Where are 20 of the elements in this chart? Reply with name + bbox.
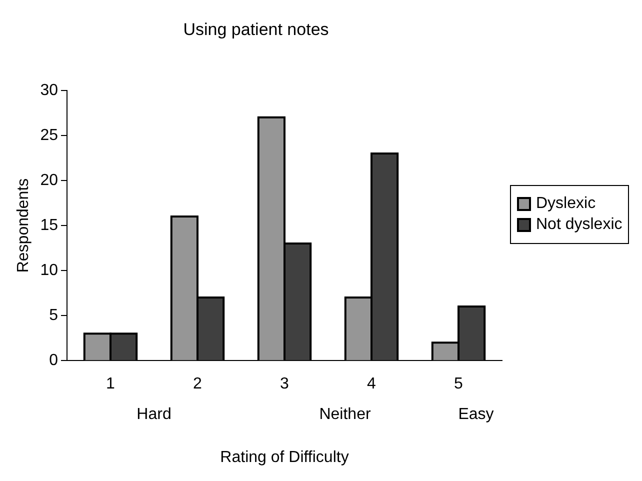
text: Neither [319,406,371,424]
y-tick-label: 0 [49,352,58,370]
y-axis-title: Respondents [15,178,32,273]
x-tick-label: 1 [106,376,116,393]
x-tick-label: 3 [280,376,290,393]
y-tick-label: 25 [40,126,58,144]
y-tick-label: 10 [40,262,58,279]
x-tick-label: 2 [193,376,202,393]
x-axis-title: Rating of Difficulty [220,448,349,466]
x-tick-label: 4 [367,376,376,393]
y-tick-label: 20 [40,172,58,189]
y-tick-label: 15 [40,216,58,234]
y-tick-label: 5 [49,306,58,324]
y-tick-label: 30 [40,82,58,99]
text: Easy [458,406,494,424]
legend-label: Not dyslexic [536,216,622,234]
legend-label: Dyslexic [536,195,596,213]
chart-title: Using patient notes [183,20,329,39]
text: Hard [136,406,172,424]
x-tick-label: 5 [454,376,464,393]
